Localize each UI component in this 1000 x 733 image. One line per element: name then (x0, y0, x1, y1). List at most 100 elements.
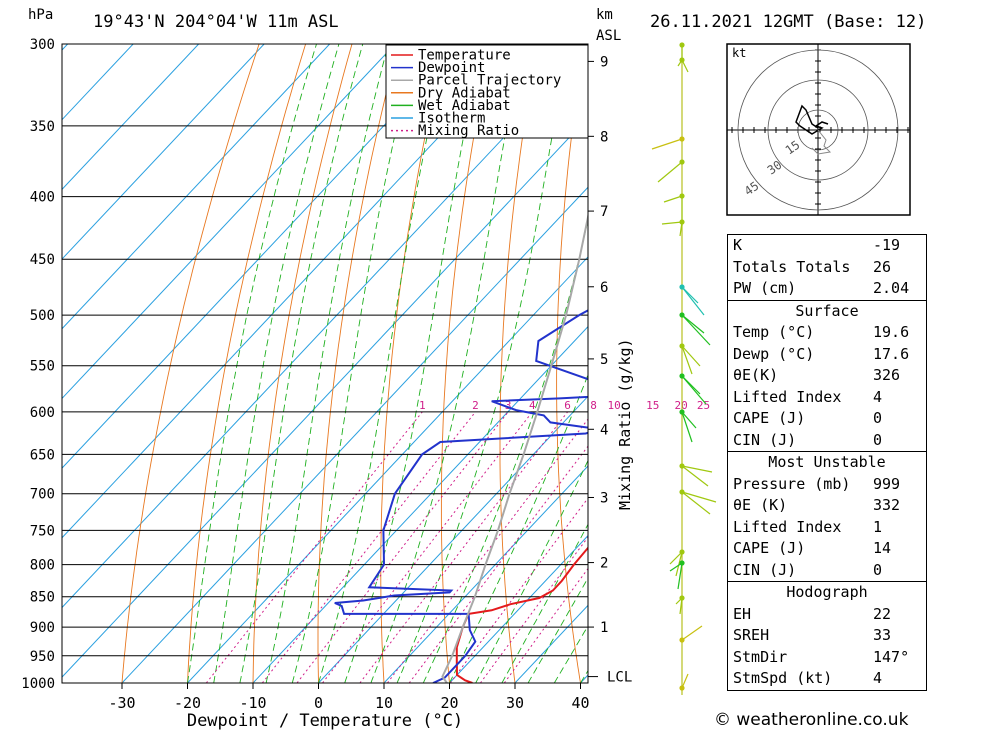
index-label: StmDir (733, 647, 788, 666)
wind-barb (681, 286, 705, 316)
index-label: Pressure (mb) (733, 474, 851, 493)
mixing-ratio-tick-label: 1 (419, 399, 426, 412)
wind-barb (681, 59, 689, 73)
index-row: Lifted Index 4 (728, 387, 926, 409)
index-value: 0 (873, 560, 883, 579)
legend-entry-label: Isotherm (418, 111, 485, 127)
temperature-tick-label: 10 (375, 694, 393, 712)
index-label: SREH (733, 626, 770, 644)
surface-indices: Surface Temp (°C) 19.6 Dewp (°C) 17.6 θE(K… (727, 299, 927, 451)
index-value: 17.6 (873, 344, 910, 363)
plot-frame (61, 43, 589, 684)
index-row-totals: Totals Totals 26 (728, 257, 926, 279)
index-value: 999 (873, 474, 901, 493)
height-tick-label: 3 (600, 490, 608, 506)
dry-adiabat-line (665, 26, 718, 709)
temperature-tick-label: -20 (174, 694, 201, 712)
isotherm-line (252, 325, 588, 683)
index-label: θE(K) (733, 366, 779, 384)
wet-adiabat-line (422, 218, 588, 683)
height-tick-label: 2 (600, 556, 608, 572)
height-tick-label: 1 (600, 620, 608, 636)
datetime-title: 26.11.2021 12GMT (Base: 12) (650, 12, 926, 32)
wet-adiabat-line (449, 373, 588, 683)
x-axis-title: Dewpoint / Temperature (°C) (187, 711, 463, 731)
pressure-tick-label: 650 (30, 447, 55, 463)
index-row: Pressure (mb) 999 (728, 474, 926, 496)
index-value: 4 (873, 669, 883, 687)
wind-barb (679, 597, 683, 615)
index-value: 14 (873, 539, 892, 557)
index-value: 147° (873, 647, 910, 666)
height-unit-label-asl: ASL (596, 28, 621, 44)
mixing-ratio-axis-title: Mixing Ratio (g/kg) (616, 338, 634, 510)
isotherm-line (187, 256, 588, 683)
index-label: Temp (°C) (733, 323, 815, 341)
dry-adiabat-line (121, 44, 260, 683)
pressure-tick-label: 950 (30, 649, 55, 665)
wet-adiabat-line (291, 44, 417, 683)
index-label: CAPE (J) (733, 539, 806, 557)
index-value: 2.04 (873, 279, 910, 297)
pressure-tick-label: 600 (30, 405, 55, 421)
pressure-tick-label: 800 (30, 558, 55, 574)
mixing-ratio-tick-label: 20 (674, 399, 687, 412)
index-row: Lifted Index 1 (728, 517, 926, 539)
pressure-tick-label: 1000 (21, 676, 55, 692)
legend-entry-label: Dewpoint (418, 60, 485, 76)
parcel-trajectory-profile (441, 212, 588, 683)
dry-adiabat-line (955, 26, 1000, 709)
isobars (62, 43, 588, 684)
hodograph-indices: Hodograph EH 22 SREH 33 StmDir 147° StmSpd … (727, 581, 927, 691)
hodograph-ring (767, 79, 869, 181)
dry-adiabat-line (556, 44, 585, 683)
section-title: Most Unstable (768, 453, 886, 471)
mixing-ratio-tick-label: 3 (505, 399, 512, 412)
dry-adiabat-line (380, 44, 446, 683)
hodograph-trace (795, 104, 829, 135)
dry-adiabat-line (317, 44, 399, 683)
pressure-tick-label: 900 (30, 620, 55, 636)
index-row: θE(K) 326 (728, 365, 926, 387)
wind-barb (669, 562, 683, 572)
height-unit-label: km (596, 7, 613, 23)
dry-adiabat-line (187, 44, 307, 683)
wind-barb (681, 345, 701, 367)
index-value: 326 (873, 366, 901, 384)
mixing-ratio-line (322, 411, 533, 683)
isotherm-line (383, 465, 588, 683)
legend-entry-label: Dry Adiabat (418, 85, 511, 101)
index-row: Temp (°C) 19.6 (728, 322, 926, 344)
hodograph-ring (737, 49, 899, 211)
pressure-tick-label: 550 (30, 359, 55, 375)
isotherm-line (62, 44, 200, 191)
index-value: 26 (873, 257, 892, 276)
index-label: StmSpd (kt) (733, 669, 833, 687)
pressure-tick-label: 350 (30, 119, 55, 135)
index-panel: K -19 Totals Totals 26 PW (cm) 2.04 Surface… (727, 234, 927, 691)
height-tick-label: 7 (600, 204, 608, 220)
wind-barb (663, 195, 683, 203)
temperature-tick-label: 40 (571, 694, 589, 712)
background-lines (62, 26, 1000, 709)
pressure-tick-label: 750 (30, 523, 55, 539)
wind-barb (681, 314, 711, 346)
pressure-tick-label: 850 (30, 590, 55, 606)
index-row: StmDir 147° (728, 647, 926, 669)
temperature-tick-label: 20 (440, 694, 458, 712)
isotherm-line (62, 116, 588, 678)
mixing-ratio-tick-label: 4 (529, 399, 536, 412)
index-row: EH 22 (728, 604, 926, 626)
wind-barb (657, 161, 683, 183)
isotherm-line (62, 44, 527, 539)
wet-adiabat-line (475, 459, 588, 683)
pressure-tick-label: 450 (30, 252, 55, 268)
hodograph-trace-upper (811, 129, 832, 155)
pressure-unit-label: hPa (28, 7, 53, 23)
index-label: CIN (J) (733, 560, 797, 579)
temperature-tick-label: -30 (108, 694, 135, 712)
wind-barb (677, 562, 683, 590)
hodograph-ring-label: 15 (783, 138, 803, 158)
temperature-tick-label: 30 (506, 694, 524, 712)
wind-barb (681, 465, 709, 487)
